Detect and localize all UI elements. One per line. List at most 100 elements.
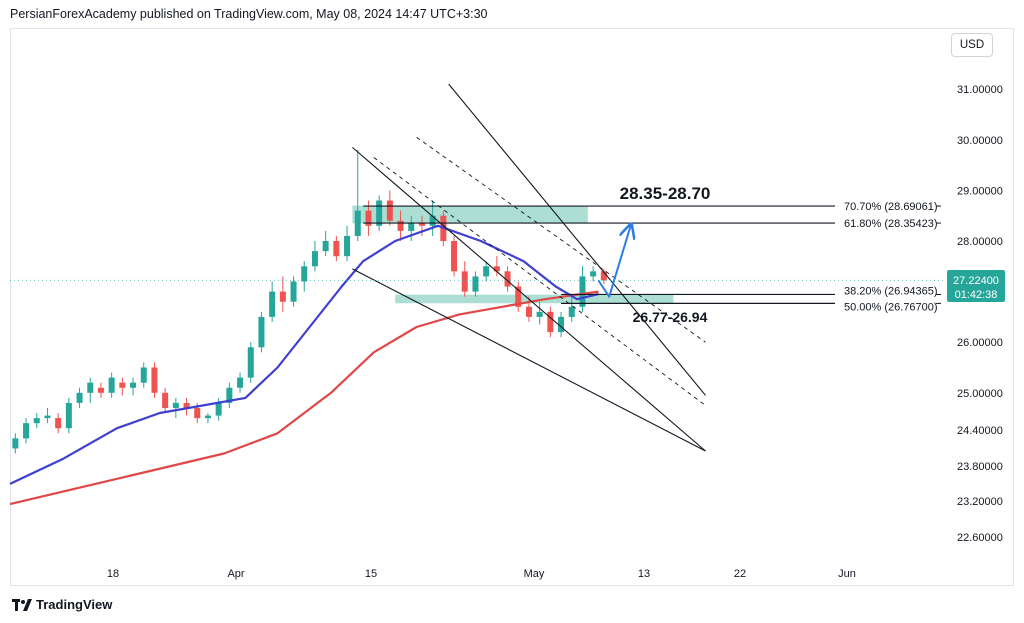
- candle-body: [237, 377, 244, 388]
- candle-body: [258, 316, 265, 348]
- fib-levels: 70.70% (28.69061) 61.80% (28.35423) 38.20%…: [363, 201, 941, 313]
- moving-average-slow: [9, 290, 599, 506]
- candle-body: [344, 235, 351, 257]
- candle: [579, 266, 586, 312]
- candle: [140, 362, 147, 388]
- candle: [461, 261, 468, 297]
- target-zone-2: [395, 294, 674, 304]
- candle: [237, 372, 244, 393]
- currency-button[interactable]: USD: [951, 33, 993, 57]
- candle-body: [483, 266, 490, 277]
- candles-layer: [12, 149, 607, 454]
- candle: [386, 190, 393, 226]
- candle-body: [215, 402, 222, 416]
- candle-body: [558, 316, 565, 333]
- channel-line-3: [448, 83, 706, 396]
- candle-body: [279, 291, 286, 302]
- channel-line-4: [373, 157, 706, 406]
- candle-body: [33, 418, 40, 424]
- candle-body: [162, 392, 169, 408]
- candle-body: [130, 382, 137, 388]
- candle: [33, 413, 40, 429]
- candle: [44, 407, 51, 424]
- current-price-badge: [947, 270, 1005, 302]
- candle-body: [376, 200, 383, 226]
- candle-body: [172, 402, 179, 408]
- candle-body: [247, 347, 254, 378]
- candle: [290, 276, 297, 307]
- candle-body: [301, 266, 308, 282]
- candle: [536, 301, 543, 325]
- candle: [204, 413, 211, 424]
- candle: [333, 235, 340, 262]
- candle: [547, 306, 554, 338]
- time-tick-label: May: [524, 568, 545, 580]
- candle-body: [65, 402, 72, 429]
- time-axis[interactable]: 18 Apr 15 May 13 22 Jun: [107, 568, 856, 580]
- projection-path: [597, 226, 631, 298]
- candle-body: [525, 306, 532, 317]
- candle: [301, 261, 308, 292]
- candle: [55, 413, 62, 434]
- candle-body: [590, 271, 597, 277]
- lower-zone-label: 26.77-26.94: [633, 309, 708, 325]
- moving-average-fast: [9, 224, 599, 485]
- annotations: 28.35-28.70 26.77-26.94: [10, 184, 946, 325]
- tradingview-logo-text: TradingView: [36, 597, 113, 612]
- candle-body: [600, 271, 607, 281]
- time-tick-label: Apr: [227, 568, 244, 580]
- time-tick-label: Jun: [838, 568, 856, 580]
- candle-body: [429, 215, 436, 226]
- price-axis[interactable]: 31.00000 30.00000 29.00000 28.00000 26.00000…: [957, 84, 1003, 544]
- candle: [172, 397, 179, 419]
- candle: [600, 268, 607, 285]
- candle: [451, 235, 458, 277]
- candle: [183, 397, 190, 416]
- candle: [311, 241, 318, 272]
- candle-body: [472, 276, 479, 292]
- price-tick-label: 22.60000: [957, 532, 1003, 544]
- price-tick-label: 23.20000: [957, 496, 1003, 508]
- candle: [279, 276, 286, 312]
- candle-body: [108, 377, 115, 393]
- candle: [525, 296, 532, 322]
- candle: [12, 433, 19, 454]
- tradingview-logo-icon: [12, 598, 32, 611]
- price-tick-label: 25.00000: [957, 388, 1003, 400]
- candle-body: [55, 418, 62, 429]
- candle: [354, 149, 361, 241]
- candle-body: [269, 291, 276, 317]
- candle-body: [504, 271, 511, 287]
- candle-body: [365, 210, 372, 226]
- candle-body: [408, 223, 415, 231]
- candle: [483, 261, 490, 282]
- candle-body: [76, 392, 83, 403]
- chart-frame: [10, 28, 1014, 586]
- candle-body: [322, 241, 329, 252]
- candle: [397, 210, 404, 241]
- current-price-countdown: 01:42:38: [955, 289, 998, 301]
- candle: [590, 266, 597, 282]
- time-tick-label: 15: [365, 568, 377, 580]
- price-tick-label: 28.00000: [957, 236, 1003, 248]
- channel-line-5: [416, 136, 706, 343]
- candle: [76, 387, 83, 408]
- time-tick-label: 18: [107, 568, 119, 580]
- candle: [568, 296, 575, 322]
- candle-body: [397, 220, 404, 231]
- candle-body: [204, 415, 211, 419]
- price-tick-label: 30.00000: [957, 135, 1003, 147]
- time-tick-label: 22: [734, 568, 746, 580]
- candle: [258, 311, 265, 353]
- candle: [65, 397, 72, 434]
- candle-body: [140, 367, 147, 383]
- candle: [23, 418, 30, 444]
- candle: [344, 225, 351, 262]
- candle: [493, 256, 500, 277]
- candle: [472, 271, 479, 297]
- time-tick-label: 13: [638, 568, 650, 580]
- candle: [408, 215, 415, 241]
- candle-body: [311, 251, 318, 267]
- tradingview-logo[interactable]: TradingView: [12, 597, 112, 612]
